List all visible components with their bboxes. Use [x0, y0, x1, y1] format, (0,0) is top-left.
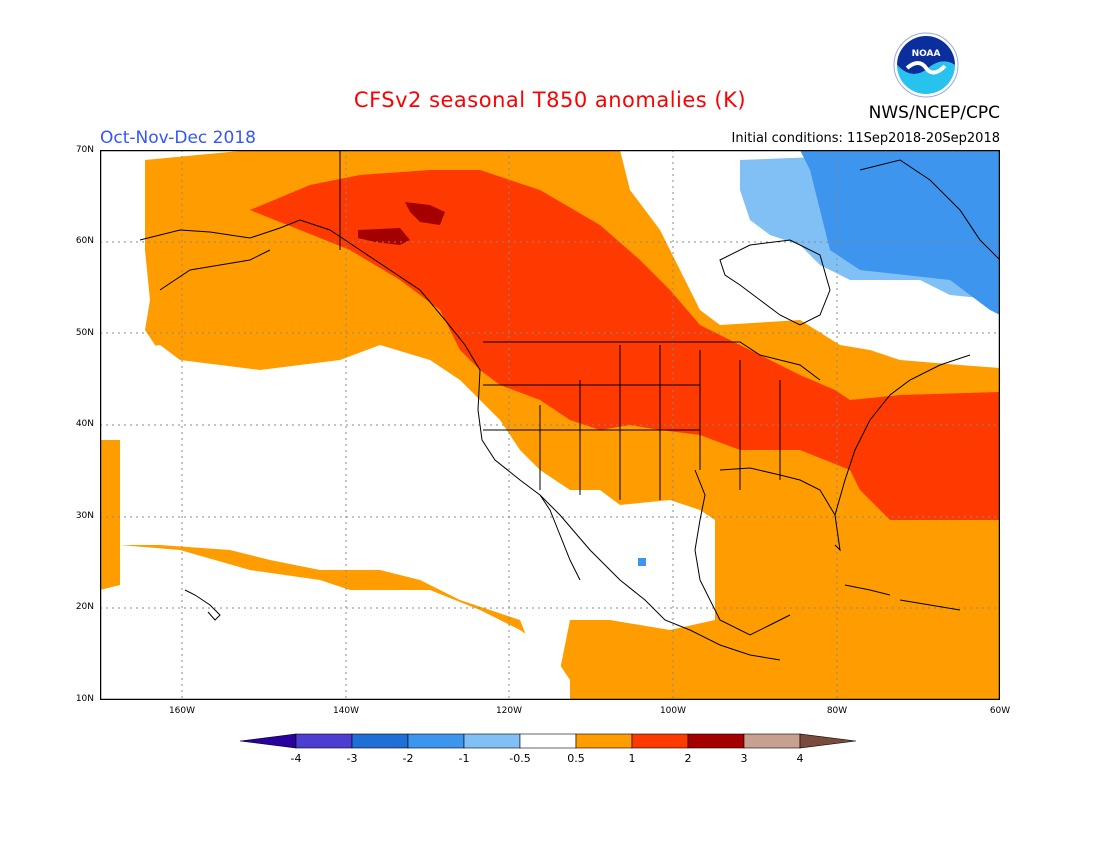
- colorbar: [240, 733, 857, 749]
- colorbar-label: 0.5: [567, 752, 585, 765]
- noaa-logo-icon: NOAA: [893, 32, 959, 98]
- colorbar-segment: [743, 733, 801, 749]
- colorbar-label: 4: [796, 752, 804, 765]
- lat-label-60n: 60N: [75, 236, 94, 246]
- colorbar-label: -1: [458, 752, 470, 765]
- colorbar-segment: [463, 733, 521, 749]
- political-borders: [339, 150, 821, 500]
- colorbar-label: -3: [346, 752, 358, 765]
- colorbar-segment: [351, 733, 409, 749]
- map-title: CFSv2 seasonal T850 anomalies (K): [353, 88, 747, 112]
- lon-label-60w: 60W: [989, 706, 1011, 716]
- organization-label: NWS/NCEP/CPC: [868, 103, 1000, 123]
- colorbar-label: 3: [740, 752, 748, 765]
- colorbar-segments: [240, 733, 857, 749]
- lat-label-50n: 50N: [75, 328, 94, 338]
- anomaly-region-red: [250, 170, 1000, 520]
- lat-label-20n: 20N: [75, 602, 94, 612]
- colorbar-segment: [295, 733, 353, 749]
- anomaly-region-blue-mid: [800, 150, 1000, 315]
- lon-label-100w: 100W: [659, 706, 687, 716]
- colorbar-label: -4: [290, 752, 302, 765]
- lat-label-10n: 10N: [75, 694, 94, 704]
- colorbar-label: -0.5: [509, 752, 531, 765]
- graticule: [100, 150, 1000, 700]
- lat-label-30n: 30N: [75, 511, 94, 521]
- lon-label-80w: 80W: [826, 706, 848, 716]
- lon-label-140w: 140W: [332, 706, 360, 716]
- colorbar-segment: [631, 733, 689, 749]
- colorbar-segment: [575, 733, 633, 749]
- colorbar-label: 1: [628, 752, 636, 765]
- anomaly-spot-blue: [638, 558, 646, 566]
- anomaly-region-neutral-tropics: [100, 345, 715, 670]
- lat-label-40n: 40N: [75, 419, 94, 429]
- map-frame: [100, 150, 1000, 700]
- anomaly-region-darkred-2: [405, 202, 445, 225]
- colorbar-segment: [519, 733, 577, 749]
- lat-label-70n: 70N: [75, 145, 94, 155]
- colorbar-label: 2: [684, 752, 692, 765]
- colorbar-cap-left: [240, 733, 297, 749]
- forecast-period: Oct-Nov-Dec 2018: [100, 128, 256, 148]
- lon-label-120w: 120W: [495, 706, 523, 716]
- colorbar-label: -2: [402, 752, 414, 765]
- colorbar-segment: [407, 733, 465, 749]
- lon-label-160w: 160W: [168, 706, 196, 716]
- logo-text: NOAA: [912, 49, 941, 59]
- colorbar-cap-right: [799, 733, 857, 749]
- initial-conditions: Initial conditions: 11Sep2018-20Sep2018: [731, 131, 1000, 146]
- anomaly-map: [100, 150, 1000, 700]
- colorbar-segment: [687, 733, 745, 749]
- anomaly-region-darkred: [358, 228, 410, 245]
- coastlines: [139, 159, 1000, 661]
